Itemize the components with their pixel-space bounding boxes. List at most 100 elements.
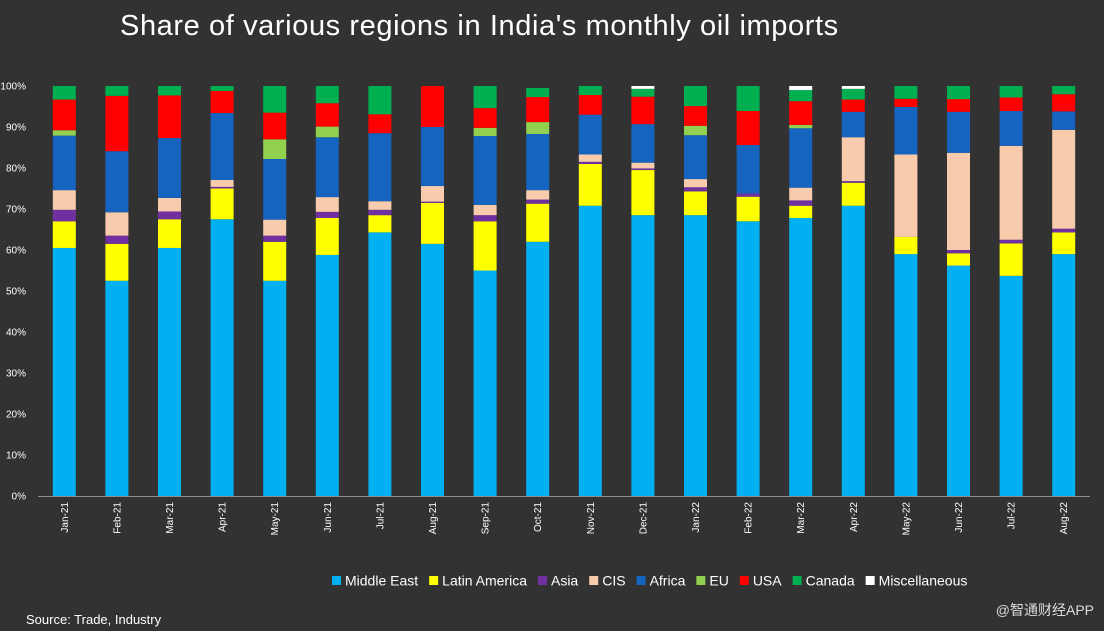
bar-segment-usa [526,97,550,123]
bar-segment-canada [105,86,129,96]
bar-segment-cis [947,152,970,250]
bar-segment-middle-east [105,280,129,496]
bar-segment-latin-america [158,219,181,248]
y-tick-label: 50% [6,287,26,298]
bar-segment-latin-america [841,182,865,206]
bar-segment-usa [210,90,234,114]
bar-segment-usa [894,98,918,107]
bar-segment-canada [368,86,392,115]
bar-segment-africa [421,127,444,187]
bar-segment-canada [736,86,760,112]
bar-segment-latin-america [736,196,760,222]
bar-segment-eu [789,124,813,129]
bar-segment-canada [315,86,339,104]
bar-segment-cis [263,219,287,236]
bar-segment-africa [789,128,813,188]
bar-segment-africa [105,151,129,213]
legend-label: Africa [650,573,686,589]
bar-segment-latin-america [52,221,76,248]
bar-segment-asia [52,209,76,222]
bar-segment-africa [841,111,865,138]
bar-segment-canada [473,86,497,109]
x-tick-label: May-21 [270,502,281,536]
bar-segment-latin-america [947,253,970,266]
x-tick-label: Jun-22 [954,502,965,533]
x-tick-label: Sep-21 [481,502,492,535]
legend-swatch [429,576,439,585]
legend-swatch [739,576,749,585]
bar-segment-latin-america [263,241,287,281]
bar-segment-asia [789,200,813,206]
bar-segment-asia [105,235,129,244]
bar-segment-middle-east [526,241,550,496]
bar-segment-asia [473,215,497,222]
y-tick-label: 100% [0,82,26,93]
x-tick-label: Jul-21 [375,502,386,530]
bar-segment-usa [947,99,970,112]
x-tick-label: Jun-21 [323,502,334,533]
bar-segment-middle-east [315,254,339,496]
bar-segment-africa [1052,111,1076,130]
bar-segment-usa [52,99,76,131]
x-tick-label: Apr-22 [849,502,860,532]
x-tick-label: Oct-21 [533,502,544,532]
bar-segment-usa [684,106,707,126]
bar-segment-usa [263,112,287,140]
x-tick-label: Jul-22 [1007,502,1018,530]
x-tick-label: Dec-21 [638,502,649,535]
bar-segment-canada [631,88,655,97]
bar-segment-middle-east [894,254,918,496]
bar-segment-canada [526,88,550,98]
bar-segment-africa [52,135,76,191]
bar-segment-africa [631,124,655,163]
bar-segment-africa [263,158,287,220]
bar-segment-canada [789,90,813,102]
bar-segment-cis [631,162,655,169]
bar-segment-canada [210,86,234,91]
bar-segment-asia [578,161,602,164]
bar-segment-asia [999,239,1023,244]
bar-segment-asia [947,250,970,254]
bar-segment-africa [947,111,970,153]
bar-segment-cis [578,154,602,162]
bar-segment-asia [315,211,339,219]
legend-label: CIS [602,573,625,589]
bar-segment-africa [578,114,602,155]
bar-segment-cis [315,197,339,212]
bar-segment-canada [52,86,76,100]
bar-segment-latin-america [684,191,707,216]
bar-segment-canada [947,86,970,100]
bars [52,86,1076,497]
bar-segment-asia [368,209,392,216]
bar-segment-cis [526,190,550,200]
bar-segment-canada [999,86,1023,98]
bar-segment-cis [368,201,392,210]
bar-segment-canada [158,86,181,96]
bar-segment-eu [315,126,339,138]
x-axis: Jan-21 Feb-21 Mar-21 Apr-21 May-21 Jun-21 Jul-… [38,496,1090,536]
bar-segment-canada [578,86,602,96]
bar-segment-middle-east [947,265,970,496]
x-tick-label: Mar-22 [796,502,807,534]
bar-segment-cis [1052,129,1076,229]
x-tick-label: Apr-21 [218,502,229,532]
bar-segment-africa [158,138,181,198]
y-tick-label: 20% [6,410,26,421]
bar-segment-latin-america [894,236,918,255]
bar-segment-usa [368,114,392,134]
bar-segment-middle-east [158,247,181,496]
bar-segment-africa [473,136,497,205]
bar-segment-usa [999,97,1023,112]
bar-segment-latin-america [315,218,339,255]
bar-segment-canada [263,86,287,113]
bar-segment-africa [999,111,1023,146]
bar-segment-cis [894,154,918,237]
bar-segment-usa [105,95,129,152]
legend-swatch [332,576,341,585]
bar-segment-canada [841,88,865,100]
legend-label: Miscellaneous [879,573,968,589]
y-tick-label: 80% [6,164,26,175]
bar-segment-usa [158,95,181,139]
x-tick-label: Feb-22 [744,502,755,534]
bar-segment-cis [473,204,497,216]
